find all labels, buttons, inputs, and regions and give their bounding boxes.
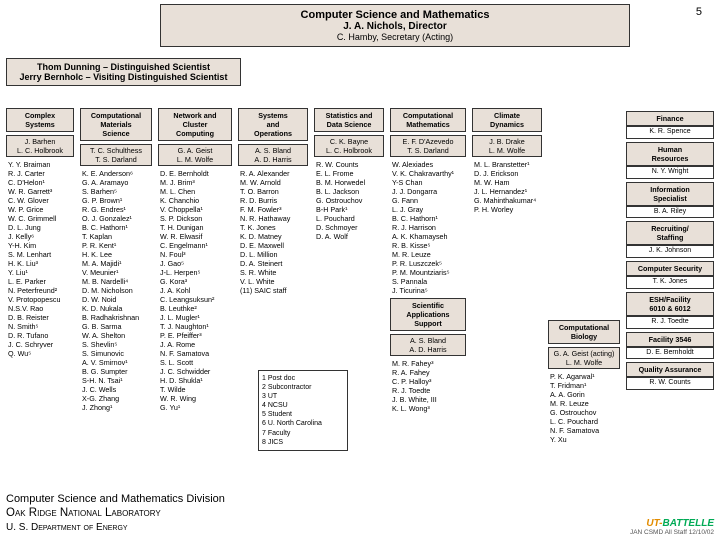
- col-title: Complex Systems: [6, 108, 74, 132]
- col-title: Systems and Operations: [238, 108, 308, 141]
- distinguished-box: Thom Dunning – Distinguished Scientist J…: [6, 58, 241, 86]
- finance-name: K. R. Spence: [626, 126, 714, 139]
- sci-apps-leads: A. S. Bland A. D. Harris: [390, 334, 466, 356]
- qa-title: Quality Assurance: [626, 362, 714, 377]
- col-leads: G. A. Geist L. M. Wolfe: [158, 144, 232, 166]
- is-title: Information Specialist: [626, 182, 714, 206]
- legend: 1 Post doc 2 Subcontractor 3 UT 4 NCSU 5…: [258, 370, 348, 451]
- rs-title: Recruiting/ Staffing: [626, 221, 714, 245]
- col-right-admin: Finance K. R. Spence Human Resources N. …: [626, 108, 714, 392]
- col-staff: W. Alexiades V. K. Chakravarthy¹ Y-S Cha…: [390, 160, 466, 295]
- col-comp-math: Computational Mathematics E. F. D'Azeved…: [390, 108, 466, 413]
- col-systems-ops: Systems and Operations A. S. Bland A. D.…: [238, 108, 308, 295]
- footer-division: Computer Science and Mathematics Divisio…: [6, 492, 225, 506]
- col-staff: Y. Y. Braiman R. J. Carter C. D'Helon¹ W…: [6, 160, 74, 358]
- rs-name: J. K. Johnson: [626, 245, 714, 258]
- hr-title: Human Resources: [626, 142, 714, 166]
- col-title: Climate Dynamics: [472, 108, 542, 132]
- col-title: Computational Materials Science: [80, 108, 152, 141]
- footer-lab: Oak Ridge National Laboratory: [6, 506, 225, 521]
- hr-name: N. Y. Wright: [626, 166, 714, 179]
- col-statistics: Statistics and Data Science C. K. Bayne …: [314, 108, 384, 241]
- col-title: Network and Cluster Computing: [158, 108, 232, 141]
- fac-name: D. E. Bernholdt: [626, 347, 714, 360]
- ut-battelle-logo: UT-BATTELLE: [646, 518, 714, 529]
- footer: Computer Science and Mathematics Divisio…: [6, 492, 225, 534]
- col-staff: R. W. Counts E. L. Frome B. M. Horwedel …: [314, 160, 384, 241]
- header-title: Computer Science and Mathematics: [171, 9, 619, 21]
- stamp: JAN CSMD All Staff 12/10/02: [630, 529, 714, 536]
- cs-name: T. K. Jones: [626, 276, 714, 289]
- header-secretary: C. Hamby, Secretary (Acting): [171, 32, 619, 42]
- col-staff: K. E. Anderson⁶ G. A. Aramayo S. Barhen⁵…: [80, 169, 152, 412]
- footer-dept: U. S. Department of Energy: [6, 521, 225, 534]
- qa-name: R. W. Counts: [626, 377, 714, 390]
- col-leads: T. C. Schulthess T. S. Darland: [80, 144, 152, 166]
- page-number: 5: [696, 6, 702, 18]
- header: Computer Science and Mathematics J. A. N…: [160, 4, 630, 47]
- col-leads: G. A. Geist (acting) L. M. Wolfe: [548, 347, 620, 369]
- col-complex-systems: Complex Systems J. Barhen L. C. Holbrook…: [6, 108, 74, 358]
- col-comp-materials: Computational Materials Science T. C. Sc…: [80, 108, 152, 412]
- esh-title: ESH/Facility 6010 & 6012: [626, 292, 714, 316]
- col-leads: J. B. Drake L. M. Wolfe: [472, 135, 542, 157]
- col-comp-bio: Computational Biology G. A. Geist (actin…: [548, 320, 620, 444]
- col-title: Statistics and Data Science: [314, 108, 384, 132]
- col-staff: M. L. Branstetter¹ D. J. Erickson M. W. …: [472, 160, 542, 214]
- col-leads: A. S. Bland A. D. Harris: [238, 144, 308, 166]
- col-network-cluster: Network and Cluster Computing G. A. Geis…: [158, 108, 232, 412]
- col-climate: Climate Dynamics J. B. Drake L. M. Wolfe…: [472, 108, 542, 214]
- col-leads: C. K. Bayne L. C. Holbrook: [314, 135, 384, 157]
- col-title: Computational Mathematics: [390, 108, 466, 132]
- col-leads: J. Barhen L. C. Holbrook: [6, 135, 74, 157]
- col-leads: E. F. D'Azevedo T. S. Darland: [390, 135, 466, 157]
- sci-apps-title: Scientific Applications Support: [390, 298, 466, 331]
- col-staff: R. A. Alexander M. W. Arnold T. O. Barro…: [238, 169, 308, 295]
- cs-title: Computer Security: [626, 261, 714, 276]
- esh-name: R. J. Toedte: [626, 316, 714, 329]
- finance-title: Finance: [626, 111, 714, 126]
- footer-right: UT-BATTELLE JAN CSMD All Staff 12/10/02: [630, 518, 714, 536]
- fac-title: Facility 3546: [626, 332, 714, 347]
- header-director: J. A. Nichols, Director: [171, 21, 619, 32]
- is-name: B. A. Riley: [626, 206, 714, 219]
- col-staff: D. E. Bernholdt M. J. Brim³ M. L. Chen K…: [158, 169, 232, 412]
- sci-apps-staff: M. R. Fahey³ R. A. Fahey C. P. Halloy³ R…: [390, 359, 466, 413]
- col-title: Computational Biology: [548, 320, 620, 344]
- col-staff: P. K. Agarwal¹ T. Fridman¹ A. A. Gorin M…: [548, 372, 620, 444]
